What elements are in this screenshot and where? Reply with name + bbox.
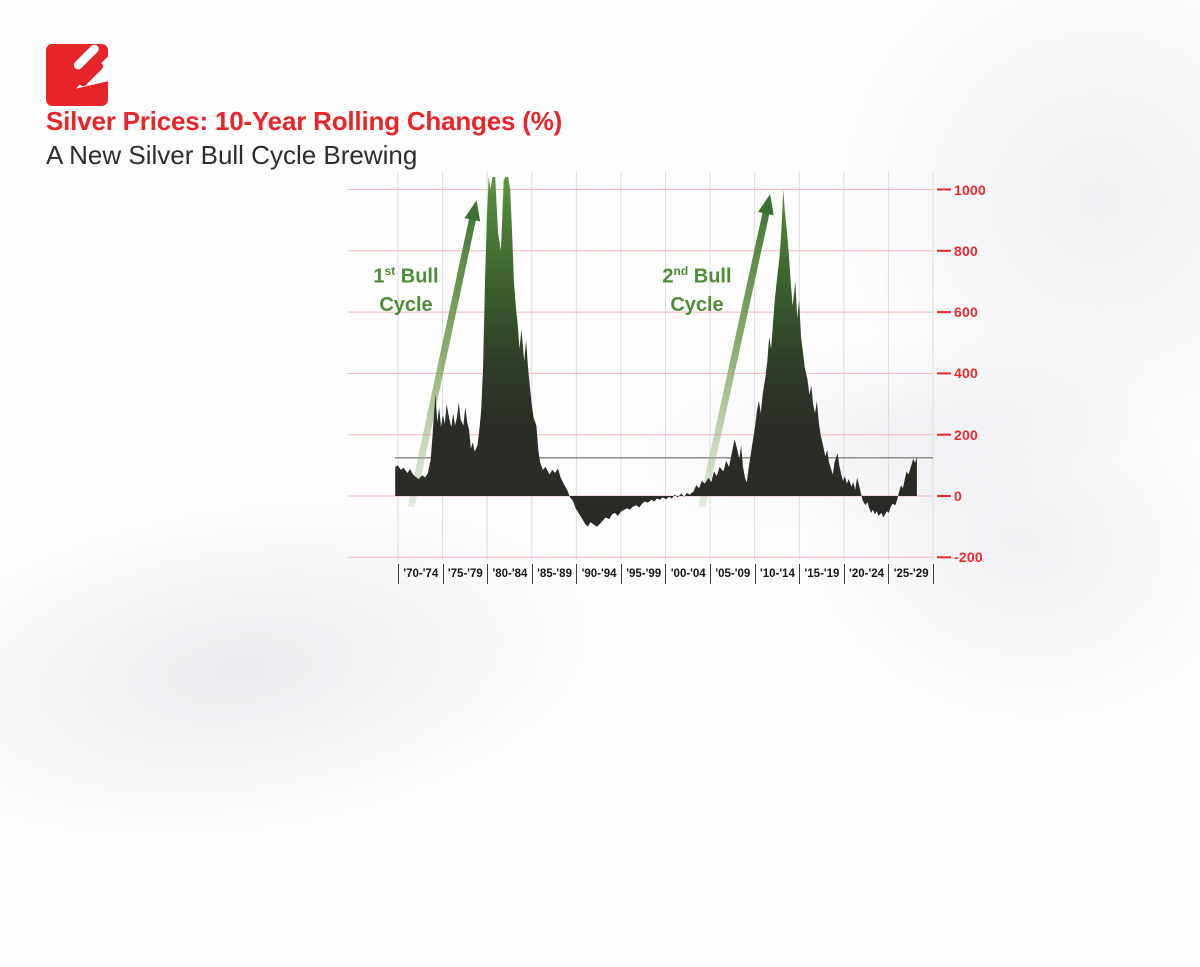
second-bull-cycle-line2: Cycle bbox=[670, 293, 724, 316]
x-axis-label: '95-'99 bbox=[620, 564, 666, 584]
x-axis-label: '00-'04 bbox=[665, 564, 710, 584]
x-axis-label: '75-'79 bbox=[442, 564, 488, 584]
bull-cycle-arrow bbox=[698, 194, 774, 508]
second-bull-cycle-line1: 2nd Bull bbox=[662, 264, 732, 288]
second-bull-cycle-label: 2nd Bull Cycle bbox=[642, 257, 752, 319]
x-axis-label: '05-'09 bbox=[710, 564, 755, 584]
x-axis-label: '15-'19 bbox=[799, 564, 844, 584]
x-axis-label: '90-'94 bbox=[576, 564, 621, 584]
x-axis-label: '80-'84 bbox=[487, 564, 532, 584]
page-title: Silver Prices: 10-Year Rolling Changes (… bbox=[46, 106, 563, 136]
x-axis-label: '20-'24 bbox=[843, 564, 889, 584]
brand-logo-icon bbox=[46, 44, 108, 106]
rolling-change-area-series bbox=[395, 177, 917, 527]
page-subtitle: A New Silver Bull Cycle Brewing bbox=[46, 140, 418, 170]
bull-cycle-arrow bbox=[407, 200, 481, 508]
first-bull-cycle-label: 1st Bull Cycle bbox=[351, 257, 461, 319]
first-bull-cycle-line1: 1st Bull bbox=[373, 264, 439, 288]
arrowhead-icon bbox=[464, 200, 481, 222]
x-axis-label: '70-'74 bbox=[398, 564, 443, 584]
x-axis: '70-'74'75-'79'80-'84'85-'89'90-'94'95-'… bbox=[398, 564, 934, 584]
first-bull-cycle-line2: Cycle bbox=[379, 293, 433, 316]
arrowhead-icon bbox=[758, 194, 774, 216]
x-axis-label: '85-'89 bbox=[531, 564, 577, 584]
x-axis-label: '10-'14 bbox=[754, 564, 800, 584]
rolling-change-area-chart bbox=[348, 172, 951, 560]
x-axis-label: '25-'29 bbox=[888, 564, 934, 584]
